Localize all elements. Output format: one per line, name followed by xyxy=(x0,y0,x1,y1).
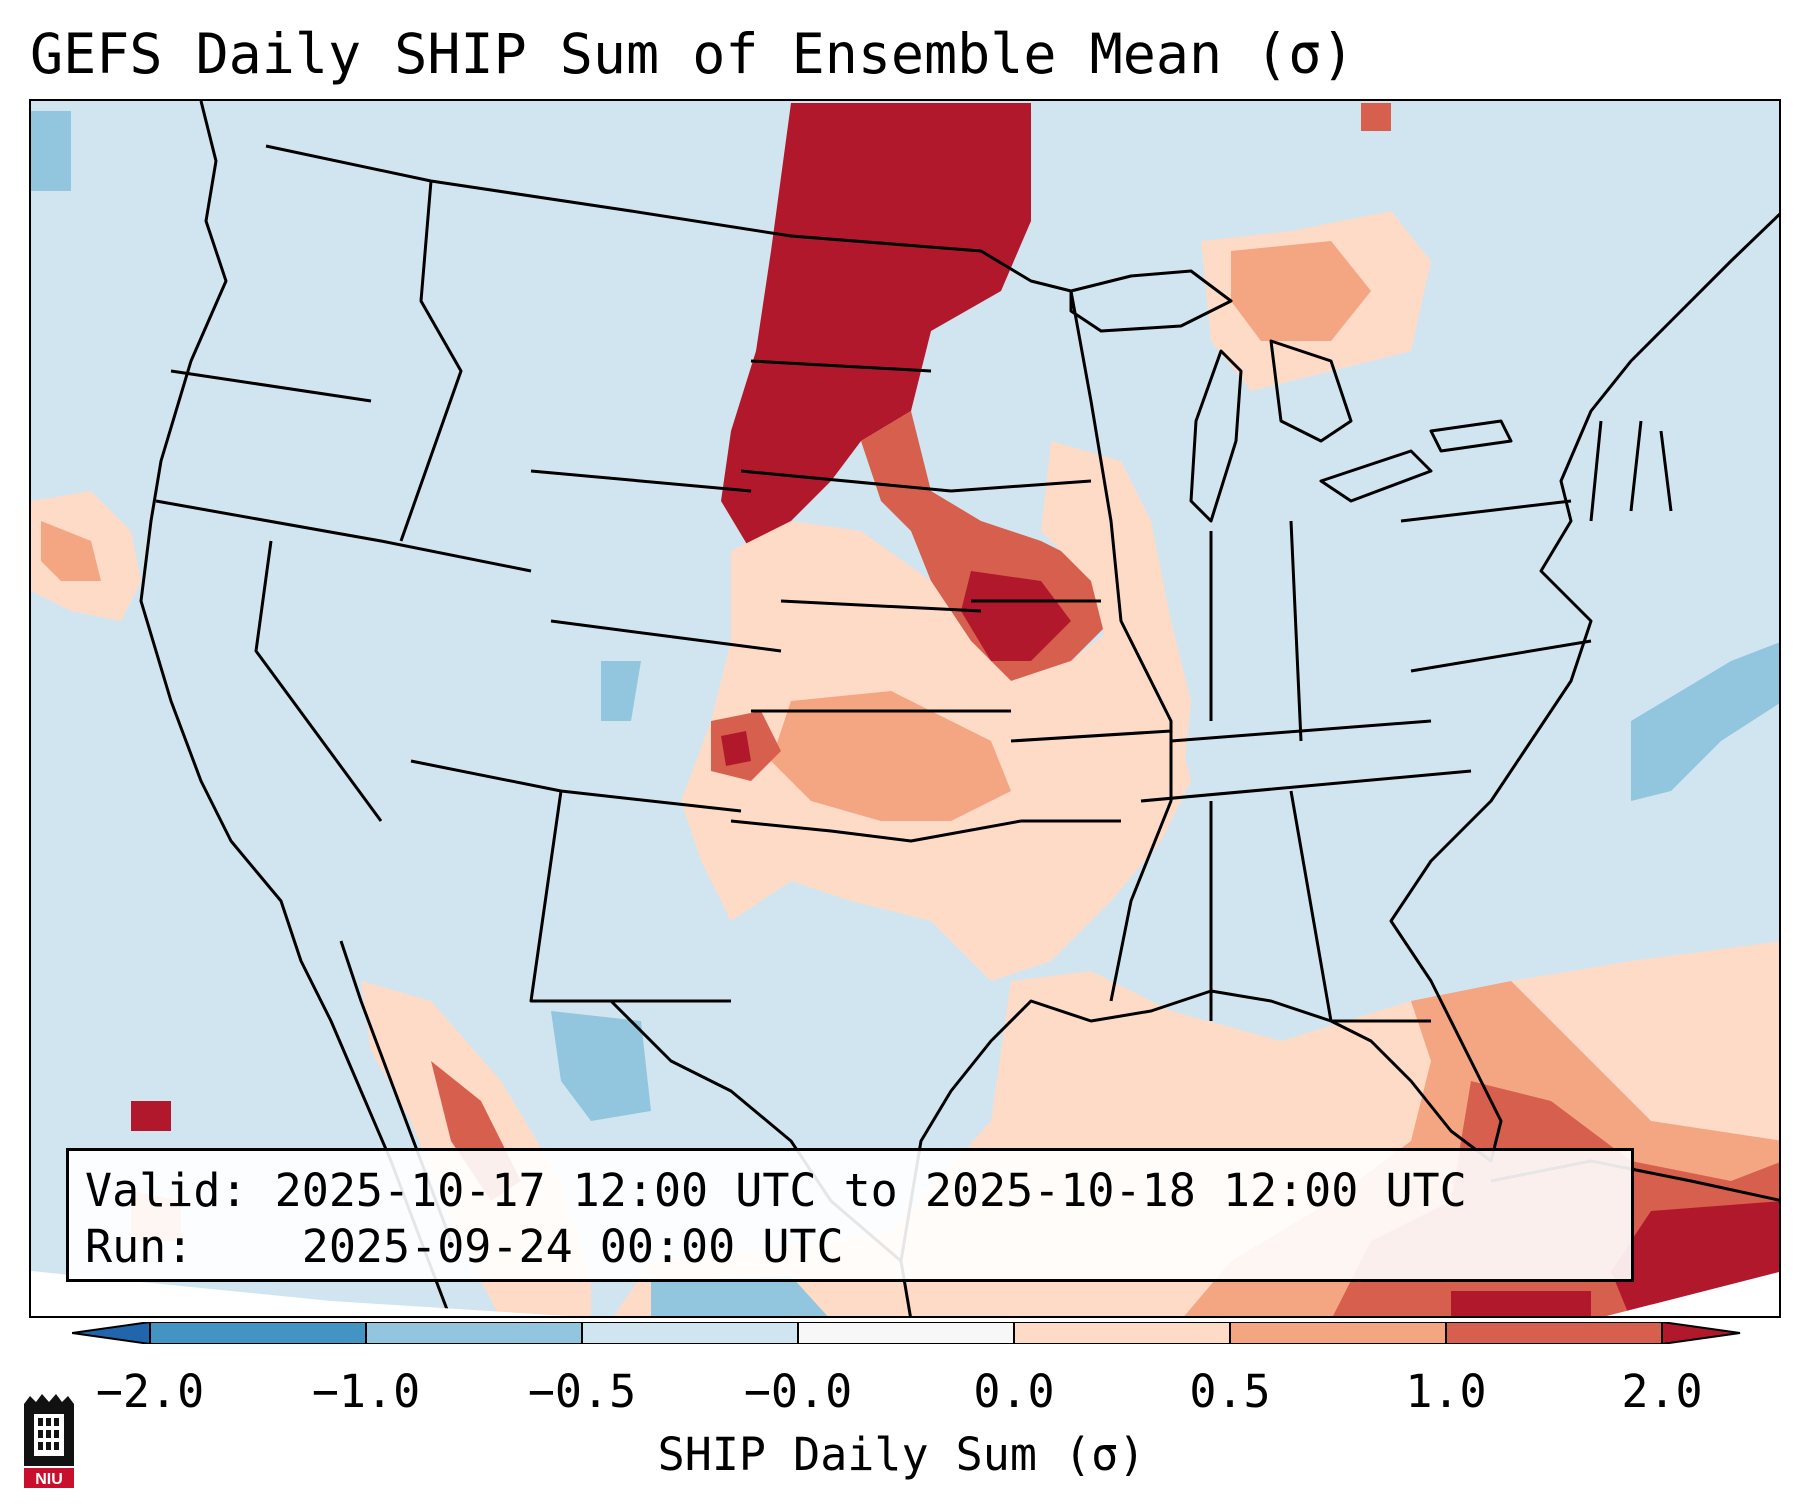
projection-edge-right xyxy=(1606,1272,1779,1316)
state-border-sd-ne xyxy=(740,469,952,493)
state-border-ne-ks xyxy=(780,599,982,613)
colorbar-over-extension xyxy=(1662,1322,1740,1344)
state-border-tn-al-ga xyxy=(1140,769,1472,803)
niu-castle-logo-icon: NIU xyxy=(24,1394,74,1488)
state-border-al-ga-fl xyxy=(1209,790,1431,1023)
colorbar-tick-label: −0.0 xyxy=(743,1365,853,1418)
colorbar-tick-label: 0.5 xyxy=(1189,1365,1271,1418)
valid-run-info-box: Valid: 2025-10-17 12:00 UTC to 2025-10-1… xyxy=(66,1148,1634,1282)
colorbar-segment-5 xyxy=(1014,1322,1230,1344)
run-label: Run: xyxy=(85,1220,194,1273)
anomaly-negative-colorado xyxy=(601,661,641,721)
state-border-pa-ny xyxy=(1400,499,1592,673)
state-border-ok-tx xyxy=(730,819,1022,843)
colorbar-segment-3 xyxy=(582,1322,798,1344)
anomaly-weak-positive-midwest xyxy=(1041,441,1191,901)
colorbar-segment-2 xyxy=(366,1322,582,1344)
state-border-wy-co xyxy=(550,619,782,653)
colorbar xyxy=(72,1322,1741,1344)
state-border-nv-ca xyxy=(254,540,383,822)
anomaly-positive-quebec xyxy=(1361,103,1391,131)
state-border-id-mt xyxy=(399,180,463,542)
pacific-coastline xyxy=(139,101,452,1316)
run-value: 2025-09-24 00:00 UTC xyxy=(301,1220,844,1273)
colorbar-tick-marks xyxy=(149,1322,1663,1344)
state-border-mt-wy xyxy=(530,469,752,493)
colorbar-tick-label: −0.5 xyxy=(527,1365,637,1418)
anomaly-strong-positive-dakotas xyxy=(721,103,1031,551)
colorbar-tick-label: −2.0 xyxy=(95,1365,205,1418)
map-title: GEFS Daily SHIP Sum of Ensemble Mean (σ) xyxy=(30,22,1355,86)
valid-label: Valid: xyxy=(85,1164,248,1217)
coastlines-and-borders xyxy=(139,101,1779,1316)
anomaly-very-strong-positive-bahamas xyxy=(1451,1291,1591,1316)
colorbar-segment-7 xyxy=(1446,1322,1662,1344)
state-border-or-ca-nv xyxy=(155,499,532,573)
anomaly-negative-south-edge xyxy=(651,1276,828,1316)
svg-text:NIU: NIU xyxy=(35,1471,63,1488)
state-border-mo-ar xyxy=(1010,729,1172,743)
state-border-wa-or xyxy=(170,369,372,403)
projection-edge xyxy=(31,1271,568,1316)
atlantic-coastline xyxy=(1330,212,1779,1163)
valid-value: 2025-10-17 12:00 UTC to 2025-10-18 12:00… xyxy=(274,1164,1467,1217)
colorbar-outline xyxy=(72,1322,1741,1344)
lake-erie xyxy=(1319,449,1433,503)
anomaly-positive-iowa-core xyxy=(961,571,1071,661)
anomaly-negative-mexico xyxy=(551,1011,651,1121)
map-panel xyxy=(29,99,1781,1318)
lake-ontario xyxy=(1429,419,1513,453)
lake-michigan xyxy=(1189,349,1243,523)
lake-huron xyxy=(1269,339,1353,443)
colorbar-under-extension xyxy=(72,1322,150,1344)
anomaly-positive-kansas xyxy=(771,691,1011,821)
anomaly-strong-positive-baja xyxy=(131,1101,171,1131)
anomaly-positive-pacific xyxy=(41,521,101,581)
colorbar-tick-label: 0.0 xyxy=(973,1365,1055,1418)
colorbar-tick-label: −1.0 xyxy=(311,1365,421,1418)
anomaly-strong-positive-colorado-core xyxy=(721,731,751,766)
state-border-mississippi-river xyxy=(1069,290,1173,1002)
state-border-mn-ia xyxy=(950,479,1092,493)
colorbar-tick-label: 1.0 xyxy=(1405,1365,1487,1418)
anomaly-negative-atlantic xyxy=(1631,642,1779,801)
state-border-new-england xyxy=(1589,420,1673,522)
colorbar-label: SHIP Daily Sum (σ) xyxy=(657,1428,1146,1481)
colorbar-tick-label: 2.0 xyxy=(1621,1365,1703,1418)
colorbar-segment-6 xyxy=(1230,1322,1446,1344)
anomaly-positive-ontario xyxy=(1231,241,1371,341)
colorbar-segment-1 xyxy=(150,1322,366,1344)
state-border-oh-in-il xyxy=(1209,520,1303,742)
colorbar-segment-4 xyxy=(798,1322,1014,1344)
state-border-nd-sd xyxy=(750,359,932,373)
state-border-co-nm xyxy=(529,790,731,1003)
anomaly-negative-nw xyxy=(31,111,71,191)
